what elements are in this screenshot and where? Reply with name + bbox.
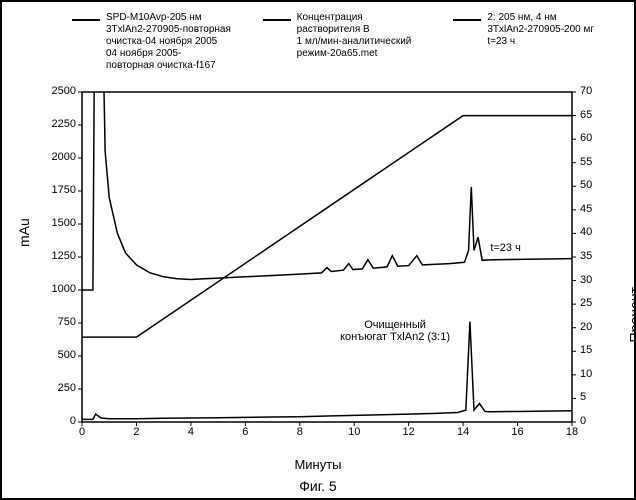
x-tick-label: 16 bbox=[508, 426, 528, 438]
legend-swatch-3 bbox=[453, 19, 481, 21]
y-right-tick-label: 5 bbox=[580, 391, 610, 403]
legend-item-2: Концентрация растворителя В1 мл/мин-анал… bbox=[263, 12, 424, 72]
y-right-tick-label: 40 bbox=[580, 226, 610, 238]
annotation-pur: Очищенныйконъюгат TxlAn2 (3:1) bbox=[325, 319, 465, 343]
legend-text-1: SPD-M10Avp-205 нм3TxlAn2-270905-повторна… bbox=[106, 12, 231, 72]
y-left-tick-label: 500 bbox=[36, 349, 76, 361]
x-axis-label: Минуты bbox=[2, 457, 634, 472]
y-right-tick-label: 20 bbox=[580, 321, 610, 333]
y-right-tick-label: 50 bbox=[580, 179, 610, 191]
y-left-tick-label: 1250 bbox=[36, 250, 76, 262]
y-right-tick-label: 35 bbox=[580, 250, 610, 262]
y-right-tick-label: 25 bbox=[580, 297, 610, 309]
y-right-tick-label: 15 bbox=[580, 344, 610, 356]
annotation-t23: t=23 ч bbox=[490, 242, 521, 254]
y-right-tick-label: 30 bbox=[580, 274, 610, 286]
x-tick-label: 8 bbox=[290, 426, 310, 438]
y-left-tick-label: 2000 bbox=[36, 151, 76, 163]
x-tick-label: 6 bbox=[235, 426, 255, 438]
y-left-tick-label: 1000 bbox=[36, 283, 76, 295]
y-left-tick-label: 2500 bbox=[36, 85, 76, 97]
y-right-tick-label: 55 bbox=[580, 156, 610, 168]
x-tick-label: 14 bbox=[453, 426, 473, 438]
legend-swatch-1 bbox=[72, 19, 100, 21]
legend-item-1: SPD-M10Avp-205 нм3TxlAn2-270905-повторна… bbox=[72, 12, 233, 72]
y-right-tick-label: 70 bbox=[580, 85, 610, 97]
y-left-tick-label: 2250 bbox=[36, 118, 76, 130]
y-right-tick-label: 65 bbox=[580, 109, 610, 121]
y-left-tick-label: 750 bbox=[36, 316, 76, 328]
x-tick-label: 4 bbox=[181, 426, 201, 438]
gradient-series bbox=[82, 116, 572, 338]
y-right-tick-label: 60 bbox=[580, 132, 610, 144]
legend: SPD-M10Avp-205 нм3TxlAn2-270905-повторна… bbox=[72, 12, 614, 72]
legend-item-3: 2: 205 нм, 4 нм3TxlAn2-270905-200 мгt=23… bbox=[453, 12, 614, 72]
x-tick-label: 0 bbox=[72, 426, 92, 438]
y-left-axis-label: mAu bbox=[16, 218, 32, 247]
legend-swatch-2 bbox=[263, 19, 291, 21]
legend-text-3: 2: 205 нм, 4 нм3TxlAn2-270905-200 мгt=23… bbox=[487, 12, 594, 48]
x-tick-label: 10 bbox=[344, 426, 364, 438]
y-left-tick-label: 1750 bbox=[36, 184, 76, 196]
x-tick-label: 12 bbox=[399, 426, 419, 438]
x-tick-label: 18 bbox=[562, 426, 582, 438]
chart-plot-area bbox=[82, 92, 572, 422]
upper-chromatogram-series bbox=[82, 79, 572, 290]
y-right-axis-label: Процент bbox=[626, 287, 636, 342]
chart-svg bbox=[82, 92, 572, 422]
figure-label: Фиг. 5 bbox=[2, 478, 634, 494]
y-left-tick-label: 0 bbox=[36, 415, 76, 427]
legend-text-2: Концентрация растворителя В1 мл/мин-анал… bbox=[297, 12, 424, 60]
x-tick-label: 2 bbox=[126, 426, 146, 438]
y-right-tick-label: 10 bbox=[580, 368, 610, 380]
y-left-tick-label: 1500 bbox=[36, 217, 76, 229]
y-left-tick-label: 250 bbox=[36, 382, 76, 394]
y-right-tick-label: 45 bbox=[580, 203, 610, 215]
y-right-tick-label: 0 bbox=[580, 415, 610, 427]
